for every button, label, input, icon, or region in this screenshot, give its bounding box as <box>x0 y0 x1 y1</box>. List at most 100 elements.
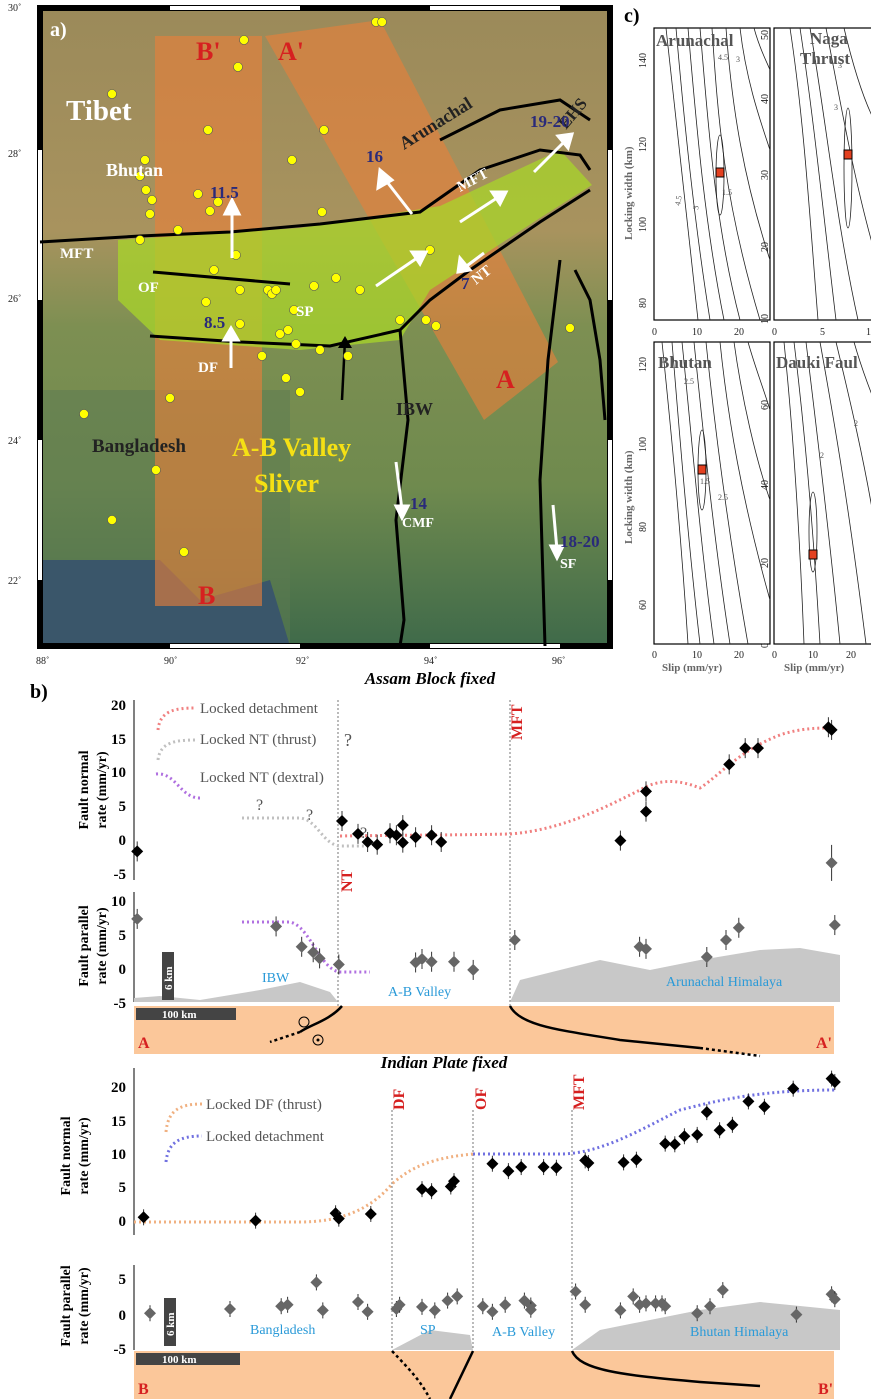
panel-b: b) Assam Block fixed Indian Plate fixed … <box>30 670 841 1399</box>
gps-station <box>315 345 325 355</box>
data-point <box>742 1095 755 1108</box>
sf-label: SF <box>560 557 576 572</box>
region-ab-valley-bot: A-B Valley <box>492 1325 555 1340</box>
ylabel-parallel-top-2: rate (mm/yr) <box>95 907 110 985</box>
data-point <box>640 942 652 955</box>
svg-text:94˚: 94˚ <box>424 656 437 667</box>
svg-text:20: 20 <box>760 242 771 252</box>
svg-text:20: 20 <box>846 650 856 661</box>
data-point <box>428 1304 441 1317</box>
data-point <box>441 1294 454 1307</box>
data-point <box>144 1307 156 1320</box>
panel-b-label: b) <box>30 681 48 703</box>
gps-station <box>275 329 285 339</box>
region-bangladesh: Bangladesh <box>250 1323 315 1338</box>
svg-text:0: 0 <box>772 650 777 661</box>
data-point <box>352 827 364 840</box>
gps-station <box>287 155 297 165</box>
svg-text:-5: -5 <box>114 1342 127 1358</box>
gps-station <box>233 62 243 72</box>
gps-station <box>283 325 293 335</box>
data-point <box>726 1118 739 1131</box>
gps-station <box>201 297 211 307</box>
svg-text:2.5: 2.5 <box>718 493 728 502</box>
gps-station <box>289 305 299 315</box>
gps-station <box>239 35 249 45</box>
data-point <box>758 1100 771 1113</box>
best-fit-naga <box>843 149 853 160</box>
data-point <box>332 958 345 971</box>
data-point <box>486 1305 499 1318</box>
data-point <box>700 1106 713 1119</box>
svg-text:-5: -5 <box>114 996 127 1012</box>
gps-station <box>203 125 213 135</box>
fault-traces <box>39 98 607 647</box>
svg-text:1.5: 1.5 <box>700 477 710 486</box>
data-point <box>476 1300 489 1313</box>
gps-station <box>179 547 189 557</box>
ylabel-normal-bot-1: Fault normal <box>59 1116 74 1195</box>
ylabel-parallel-bot-2: rate (mm/yr) <box>77 1267 92 1345</box>
data-point <box>579 1298 592 1311</box>
data-point <box>336 815 348 828</box>
region-ab-valley-top: A-B Valley <box>388 985 451 1000</box>
ylabel-parallel-bot-1: Fault parallel <box>59 1265 74 1346</box>
svg-text:3: 3 <box>834 103 838 112</box>
title-bhutan: Bhutan <box>658 353 712 372</box>
svg-text:0: 0 <box>119 962 127 978</box>
region-ibw: IBW <box>262 971 290 986</box>
gps-station <box>377 17 387 27</box>
vline-mft-bot: MFT <box>571 1074 588 1110</box>
gps-station <box>235 285 245 295</box>
data-point <box>723 758 736 771</box>
velocity-arrows <box>221 132 575 562</box>
mft-west-label: MFT <box>60 246 93 262</box>
gps-station <box>395 315 405 325</box>
gps-station <box>209 265 219 275</box>
svg-text:26˚: 26˚ <box>8 294 21 305</box>
svg-text:80: 80 <box>638 298 649 308</box>
svg-text:100: 100 <box>638 437 649 452</box>
data-point <box>630 1153 643 1166</box>
data-point <box>700 951 713 963</box>
panel-c-label: c) <box>624 5 640 27</box>
svg-text:-5: -5 <box>114 867 127 883</box>
gps-station <box>343 351 353 361</box>
ab-valley-sliver <box>118 150 592 350</box>
title-arunachal: Arunachal <box>656 31 734 50</box>
svg-text:0: 0 <box>652 327 657 338</box>
data-point <box>569 1285 582 1298</box>
svg-text:10: 10 <box>808 650 818 661</box>
svg-text:10: 10 <box>111 1147 126 1163</box>
data-point <box>627 1290 640 1303</box>
gps-station <box>135 171 145 181</box>
profile-b: B <box>198 581 215 610</box>
bangladesh-label: Bangladesh <box>92 436 186 457</box>
data-point <box>131 912 144 925</box>
svg-text:?: ? <box>306 807 313 824</box>
data-point <box>364 1207 377 1220</box>
svg-text:5: 5 <box>119 799 127 815</box>
data-point <box>704 1300 716 1313</box>
data-point <box>416 953 428 966</box>
svg-text:10: 10 <box>111 894 126 910</box>
svg-text:20: 20 <box>760 558 771 568</box>
points-top-parallel <box>131 908 841 980</box>
ibw-label: IBW <box>396 399 433 419</box>
gps-station <box>281 373 291 383</box>
data-point <box>451 1290 464 1303</box>
legend-locked-detachment-top: Locked detachment <box>200 701 319 717</box>
rate-bhutan: 11.5 <box>210 183 239 202</box>
rate-ehs: 19-20 <box>530 112 570 131</box>
data-point <box>659 1300 672 1313</box>
gps-station <box>421 315 431 325</box>
profile-b-prime: B' <box>196 37 221 66</box>
panel-c-xlabel-2: Slip (mm/yr) <box>784 662 845 674</box>
data-point <box>448 955 460 968</box>
svg-text:10: 10 <box>692 650 702 661</box>
data-point <box>281 1298 294 1311</box>
svg-text:1.5: 1.5 <box>722 188 732 197</box>
region-arunachal-himalaya: Arunachal Himalaya <box>666 975 783 990</box>
svg-text:3: 3 <box>691 205 701 211</box>
data-point <box>640 1297 652 1310</box>
